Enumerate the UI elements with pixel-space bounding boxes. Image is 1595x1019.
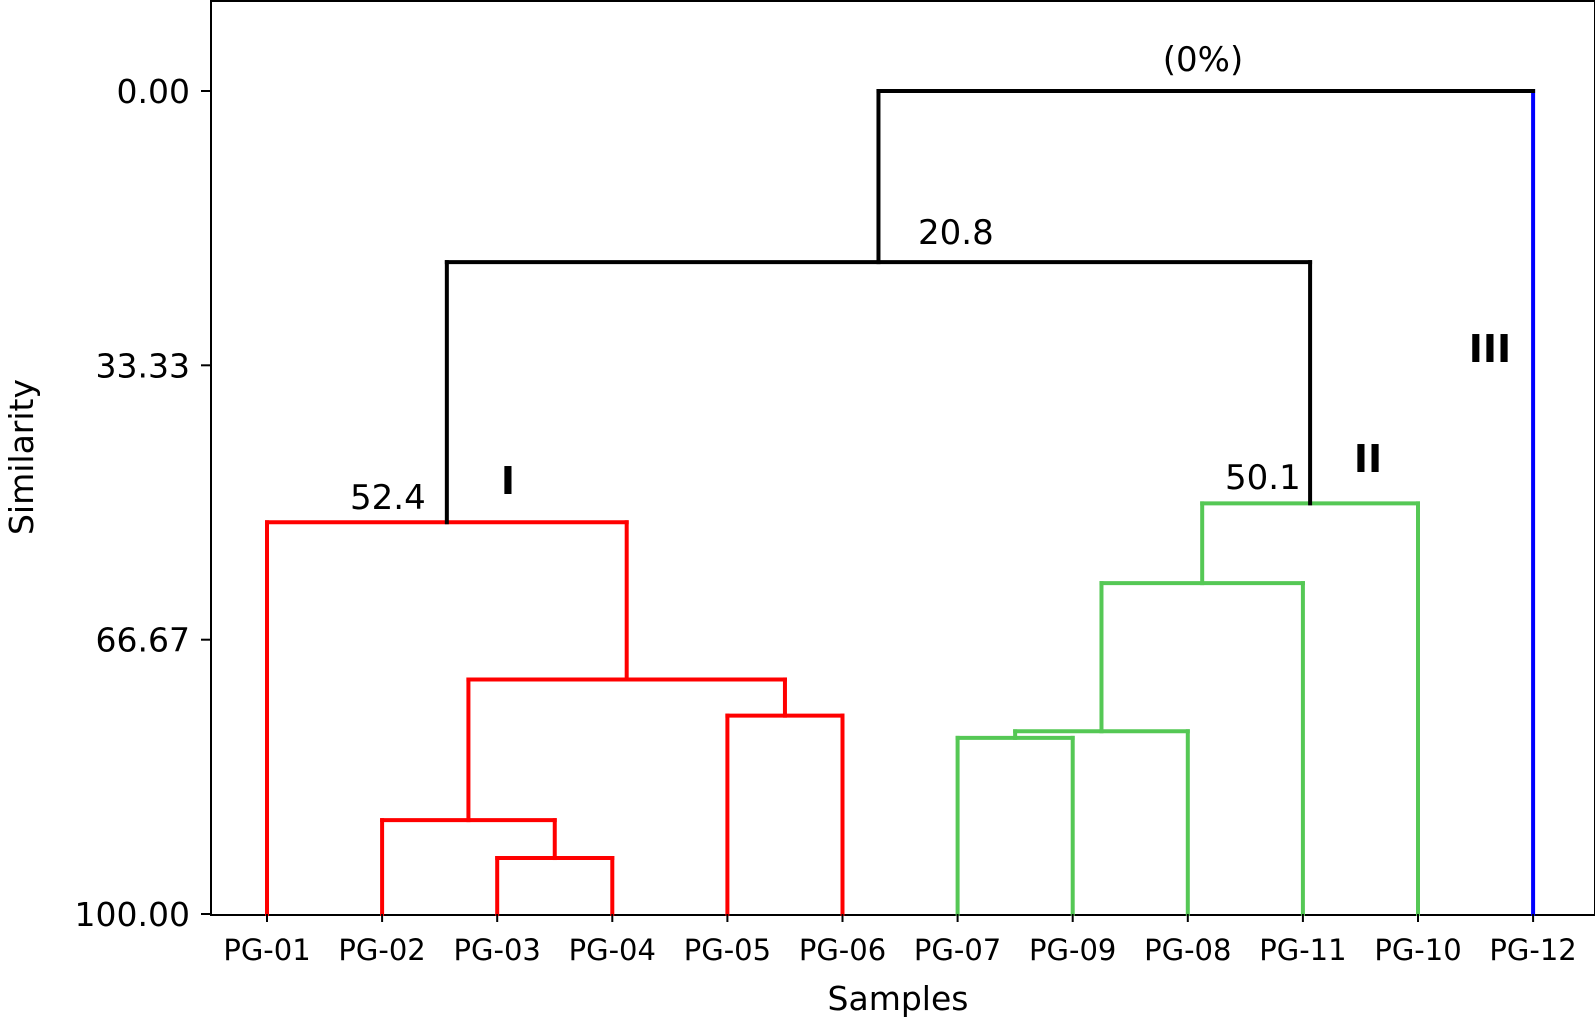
- cluster-label-i: I: [501, 459, 515, 503]
- y-axis-title: Similarity: [2, 379, 41, 535]
- cluster-label-ii: II: [1354, 437, 1382, 481]
- x-tick-label-pg-12: PG-12: [1489, 933, 1576, 967]
- cluster-label-iii: III: [1469, 327, 1511, 371]
- x-tick-label-pg-01: PG-01: [223, 933, 310, 967]
- x-axis-title: Samples: [828, 979, 969, 1018]
- root-annotation: (0%): [1163, 40, 1243, 80]
- x-tick-label-pg-05: PG-05: [684, 933, 771, 967]
- x-axis-ticks: PG-01 PG-02 PG-03 PG-04 PG-05 PG-06 PG-07 PG-09…: [223, 914, 1577, 967]
- plot-frame: [210, 0, 1595, 916]
- node-label-52-4: 52.4: [350, 478, 426, 518]
- y-tick-label-100-00: 100.00: [75, 895, 190, 934]
- x-tick-label-pg-06: PG-06: [799, 933, 886, 967]
- x-tick-label-pg-09: PG-09: [1029, 933, 1116, 967]
- dendrogram-branches: [265, 89, 1536, 916]
- x-tick-label-pg-04: PG-04: [569, 933, 656, 967]
- node-label-20-8: 20.8: [918, 213, 994, 253]
- x-tick-label-pg-10: PG-10: [1374, 933, 1461, 967]
- y-axis-ticks: 0.00 33.33 66.67 100.00: [75, 72, 211, 934]
- y-tick-label-0-00: 0.00: [117, 72, 190, 111]
- x-tick-label-pg-07: PG-07: [914, 933, 1001, 967]
- node-label-50-1: 50.1: [1225, 458, 1301, 498]
- y-tick-label-66-67: 66.67: [96, 621, 190, 660]
- y-tick-label-33-33: 33.33: [96, 346, 190, 385]
- x-tick-label-pg-02: PG-02: [338, 933, 425, 967]
- x-tick-label-pg-03: PG-03: [454, 933, 541, 967]
- x-tick-label-pg-11: PG-11: [1259, 933, 1346, 967]
- x-tick-label-pg-08: PG-08: [1144, 933, 1231, 967]
